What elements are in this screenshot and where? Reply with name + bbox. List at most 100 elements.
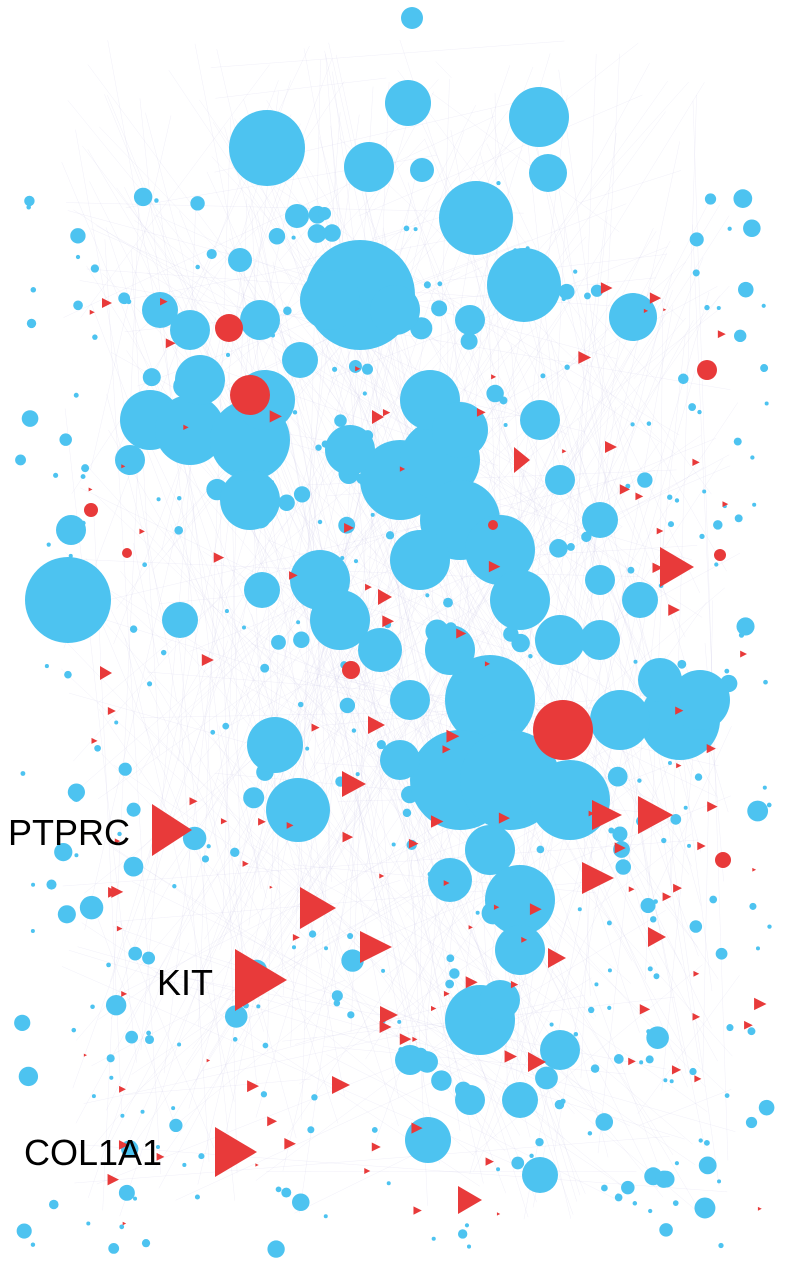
edge (79, 824, 627, 1190)
edge (638, 1089, 732, 1126)
highlight-node (707, 801, 718, 812)
node (535, 1137, 544, 1147)
edge (159, 201, 258, 1087)
edge (358, 94, 643, 217)
highlight-node (639, 1004, 651, 1015)
node (672, 1200, 679, 1206)
node (160, 649, 167, 656)
edge (647, 286, 684, 322)
edge (112, 926, 344, 1009)
highlight-node (442, 745, 451, 754)
edge (416, 285, 730, 630)
node (760, 364, 769, 373)
node (240, 300, 280, 340)
highlight-node (344, 522, 354, 533)
node (123, 856, 144, 877)
edge (80, 64, 270, 318)
highlight-node (242, 860, 249, 867)
node (437, 281, 443, 287)
node (762, 785, 767, 790)
highlight-node (269, 410, 282, 423)
node (79, 895, 104, 920)
node (573, 269, 578, 274)
highlight-node (757, 1206, 762, 1211)
edge (397, 570, 428, 1206)
node (755, 946, 760, 951)
edge (152, 288, 578, 893)
highlight-node (216, 1168, 222, 1175)
highlight-node (675, 706, 684, 715)
node (674, 498, 680, 503)
node (53, 472, 59, 478)
edge (219, 427, 407, 950)
edge (153, 442, 660, 1171)
highlight-node (286, 822, 294, 829)
highlight-node (446, 729, 460, 743)
node (300, 270, 360, 330)
node (281, 1187, 292, 1198)
edge (74, 1136, 670, 1184)
edge (633, 317, 686, 379)
node (588, 1006, 595, 1014)
highlight-node (121, 990, 128, 997)
edge (577, 417, 638, 543)
node (182, 1162, 187, 1168)
edge (659, 298, 663, 594)
node (485, 865, 555, 935)
node (177, 1042, 182, 1047)
edge (590, 310, 659, 383)
node (190, 196, 205, 211)
edge (97, 326, 538, 704)
node (15, 454, 26, 466)
node (704, 1139, 710, 1146)
node (545, 465, 575, 495)
highlight-node (258, 817, 266, 826)
node (222, 722, 230, 730)
highlight-node (485, 1157, 494, 1166)
node (244, 572, 280, 608)
node (446, 954, 455, 963)
highlight-node (458, 1186, 482, 1214)
node (57, 905, 76, 924)
node (692, 269, 700, 277)
highlight-node (715, 852, 731, 868)
node (54, 842, 73, 862)
node (573, 1031, 579, 1037)
highlight-node (600, 282, 613, 294)
node (587, 1131, 593, 1136)
node (425, 593, 430, 598)
node (206, 248, 217, 260)
node (381, 968, 386, 973)
edge (565, 54, 597, 829)
node (291, 1193, 310, 1212)
node (702, 489, 707, 494)
node (633, 659, 638, 664)
label-col1a1: COL1A1 (24, 1132, 163, 1173)
highlight-node (114, 838, 121, 844)
node (170, 310, 210, 350)
edge (431, 93, 620, 233)
highlight-node (213, 552, 225, 563)
edge (518, 435, 558, 533)
edge (219, 477, 238, 1174)
edge (411, 902, 708, 1112)
node (699, 533, 705, 540)
node (718, 1242, 724, 1249)
highlight-node (111, 885, 124, 898)
highlight-node (514, 447, 530, 473)
node (128, 946, 143, 961)
node (291, 945, 297, 950)
highlight-node (628, 886, 635, 893)
node (133, 1196, 138, 1201)
edge (583, 829, 591, 996)
edge (175, 1062, 475, 1201)
node (169, 1118, 183, 1133)
node (140, 1109, 145, 1114)
node (26, 204, 31, 210)
node (198, 1153, 205, 1160)
node (667, 494, 673, 500)
highlight-node (656, 527, 664, 535)
node (262, 1042, 269, 1049)
highlight-node (364, 1167, 371, 1175)
edge (119, 65, 510, 1217)
